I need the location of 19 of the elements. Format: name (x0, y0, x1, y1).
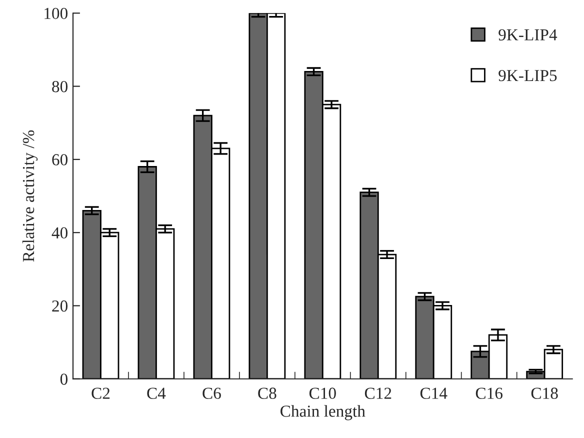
x-tick-label: C14 (420, 388, 448, 399)
y-tick-label: 60 (52, 154, 68, 166)
y-tick-label: 0 (60, 374, 68, 385)
legend-label: 9K-LIP4 (498, 29, 558, 40)
x-tick-label: C2 (92, 388, 110, 399)
x-tick-label: C18 (531, 388, 558, 399)
y-tick-label: 80 (52, 80, 68, 92)
x-tick-label: C12 (364, 388, 392, 399)
y-tick-label: 40 (52, 227, 68, 239)
x-tick-label: C6 (202, 388, 221, 399)
y-axis-title: Relative activity /% (22, 130, 38, 262)
x-tick-label: C8 (258, 388, 276, 399)
x-tick-label: C4 (147, 388, 166, 399)
x-axis-title: Chain length (280, 405, 366, 420)
x-tick-label: C10 (309, 388, 336, 399)
x-tick-label: C16 (476, 388, 502, 399)
y-tick-label: 20 (52, 300, 68, 312)
y-tick-label: 100 (44, 8, 68, 20)
legend-label: 9K-LIP5 (498, 70, 557, 82)
